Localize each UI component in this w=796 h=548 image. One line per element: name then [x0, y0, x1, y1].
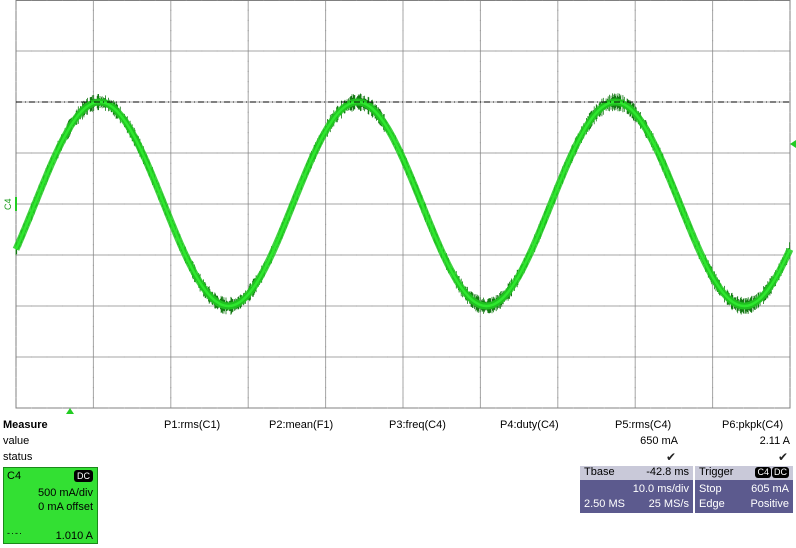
param-p5-status-check-icon: ✔ — [666, 450, 677, 464]
measure-status-row-label: status — [3, 451, 33, 463]
param-p5-name[interactable]: P5:rms(C4) — [615, 419, 672, 431]
timebase-samples: 2.50 MS — [584, 498, 625, 510]
trigger-type: Edge — [699, 498, 725, 510]
param-p3-name[interactable]: P3:freq(C4) — [389, 419, 446, 431]
timebase-scale: 10.0 ms/div — [632, 483, 689, 495]
trigger-panel[interactable]: Trigger C4 DC Stop 605 mA Edge Positive — [695, 466, 793, 513]
channel-c4-descriptor[interactable]: C4 DC 500 mA/div 0 mA offset -·-· 1.010 … — [3, 467, 98, 544]
channel-marker-label: C4 — [3, 198, 13, 210]
measure-value-row-label: value — [3, 435, 30, 447]
trigger-slope: Positive — [750, 498, 789, 510]
trigger-source-badge: C4 — [755, 467, 771, 478]
trigger-header: Trigger C4 DC — [695, 466, 793, 480]
timebase-label: Tbase — [584, 466, 615, 478]
param-p6-name[interactable]: P6:pkpk(C4) — [722, 419, 784, 431]
timebase-rate: 25 MS/s — [648, 498, 689, 510]
param-p5-value: 650 mA — [640, 435, 678, 447]
timebase-panel[interactable]: Tbase -42.8 ms 10.0 ms/div 2.50 MS 25 MS… — [580, 466, 693, 513]
trigger-label: Trigger — [699, 466, 734, 478]
waveform-display: C4 — [3, 0, 796, 414]
trigger-level-arrow-icon — [790, 140, 796, 148]
param-p6-value: 2.11 A — [759, 435, 790, 447]
param-p4-name[interactable]: P4:duty(C4) — [500, 419, 559, 431]
channel-scale: 500 mA/div — [37, 487, 93, 499]
measure-title: Measure — [3, 419, 48, 431]
channel-readout: 1.010 A — [55, 530, 93, 542]
channel-label: C4 — [7, 470, 22, 482]
trigger-position-arrow-icon — [66, 408, 74, 414]
ground-symbol-icon: -·-· — [7, 528, 23, 538]
param-p1-name[interactable]: P1:rms(C1) — [164, 419, 221, 431]
channel-coupling-badge: DC — [74, 470, 93, 482]
graticule-dots — [15, 0, 791, 409]
param-p2-name[interactable]: P2:mean(F1) — [269, 419, 334, 431]
timebase-header: Tbase -42.8 ms — [580, 466, 693, 480]
channel-ground-marker — [15, 197, 17, 211]
timebase-delay: -42.8 ms — [646, 466, 689, 478]
trigger-mode: Stop — [699, 483, 722, 495]
channel-offset: 0 mA offset — [38, 501, 93, 513]
trigger-level: 605 mA — [751, 483, 789, 495]
waveform-trace-core — [14, 100, 792, 308]
param-p6-status-check-icon: ✔ — [778, 450, 789, 464]
trigger-coupling-badge: DC — [772, 467, 789, 478]
